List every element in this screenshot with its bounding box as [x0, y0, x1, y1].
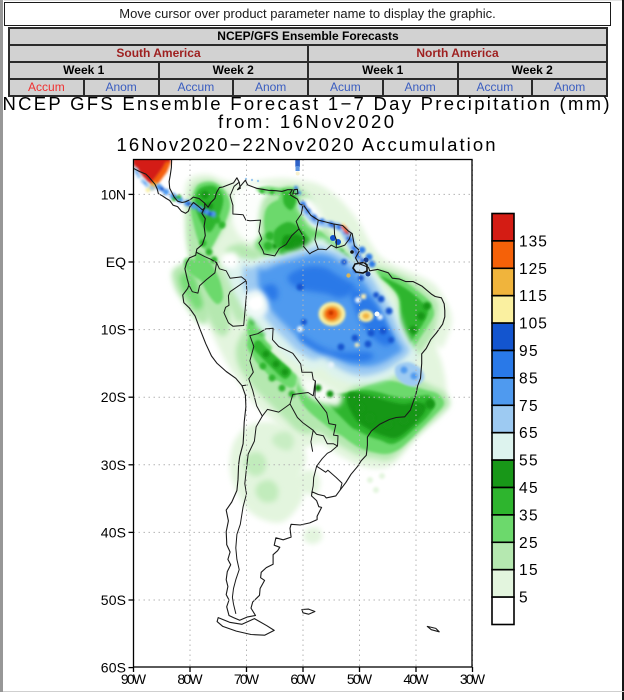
svg-text:35: 35: [519, 507, 538, 524]
svg-text:125: 125: [519, 261, 547, 278]
svg-text:60S: 60S: [101, 660, 126, 676]
svg-text:15: 15: [519, 562, 538, 579]
svg-text:5: 5: [519, 590, 528, 607]
svg-text:135: 135: [519, 233, 547, 250]
svg-text:16Nov2020−22Nov2020 Accumulati: 16Nov2020−22Nov2020 Accumulation: [117, 134, 496, 155]
svg-text:25: 25: [519, 535, 538, 552]
svg-text:20S: 20S: [101, 389, 126, 405]
svg-text:30S: 30S: [101, 457, 126, 473]
svg-text:55: 55: [519, 453, 538, 470]
svg-text:70W: 70W: [234, 671, 260, 687]
svg-text:from: 16Nov2020: from: 16Nov2020: [218, 111, 394, 132]
svg-text:65: 65: [519, 425, 538, 442]
svg-text:80W: 80W: [177, 671, 203, 687]
svg-text:30W: 30W: [460, 671, 486, 687]
svg-text:95: 95: [519, 343, 538, 360]
svg-text:10S: 10S: [101, 322, 126, 338]
svg-text:85: 85: [519, 370, 538, 387]
svg-text:75: 75: [519, 398, 538, 415]
svg-text:105: 105: [519, 316, 547, 333]
svg-text:10N: 10N: [101, 186, 126, 202]
svg-text:45: 45: [519, 480, 538, 497]
svg-text:50W: 50W: [347, 671, 373, 687]
svg-text:90W: 90W: [121, 671, 147, 687]
svg-text:NCEP GFS Ensemble Forecast 1−7: NCEP GFS Ensemble Forecast 1−7 Day Preci…: [3, 93, 610, 114]
svg-text:40S: 40S: [101, 524, 126, 540]
svg-text:60W: 60W: [290, 671, 316, 687]
svg-text:40W: 40W: [403, 671, 429, 687]
svg-text:50S: 50S: [101, 592, 126, 608]
svg-text:EQ: EQ: [106, 254, 126, 270]
svg-text:115: 115: [519, 288, 547, 305]
